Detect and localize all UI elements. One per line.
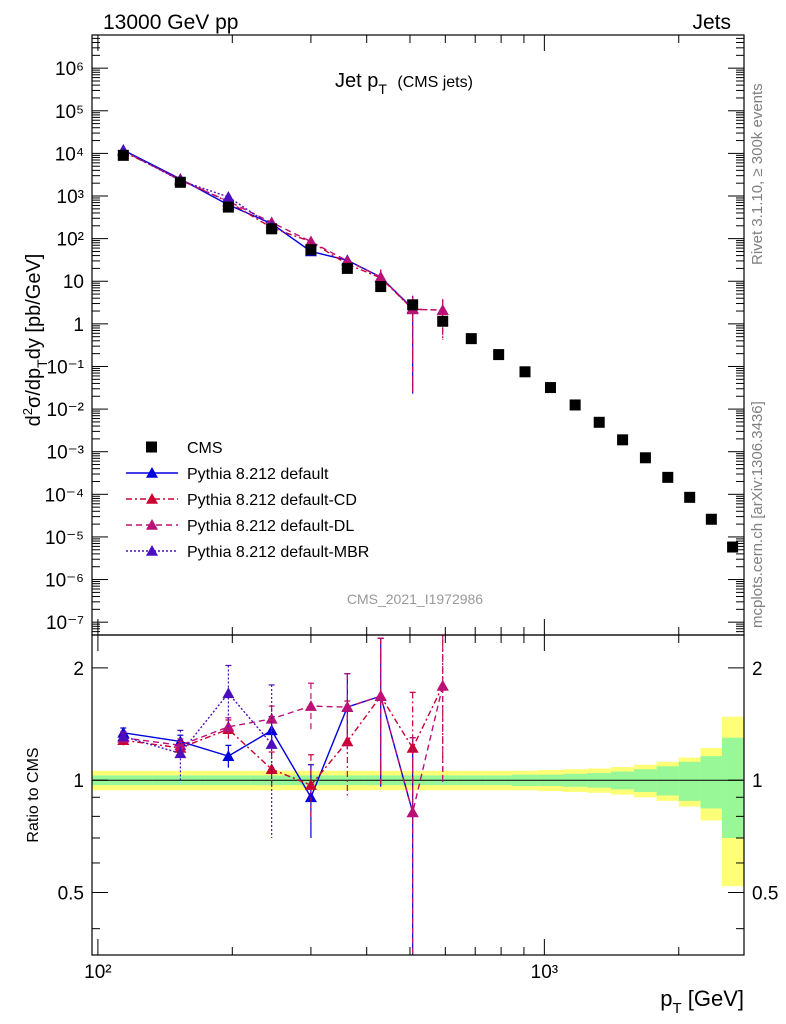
series-line-1 bbox=[123, 151, 443, 311]
ratio-axis-label: Ratio to CMS bbox=[25, 747, 42, 842]
series-ratio-point bbox=[304, 700, 317, 711]
cms-data-point bbox=[465, 333, 477, 345]
legend-label-2: Pythia 8.212 default-DL bbox=[187, 518, 354, 535]
series-ratio-line-1 bbox=[123, 685, 444, 786]
y-tick-label: 10⁶ bbox=[55, 59, 84, 80]
series-ratio-line-0 bbox=[123, 695, 414, 813]
cms-data-point bbox=[174, 176, 186, 188]
legend-label-cms: CMS bbox=[187, 440, 223, 457]
legend-label-1: Pythia 8.212 default-CD bbox=[187, 492, 357, 509]
legend-label-3: Pythia 8.212 default-MBR bbox=[187, 544, 369, 561]
y-tick-label: 10⁻³ bbox=[47, 443, 85, 464]
y-axis-label: d2σ/dpTdy [pb/GeV] bbox=[20, 254, 50, 427]
stat-band-bin bbox=[656, 766, 680, 796]
series-ratio-point bbox=[222, 750, 235, 761]
legend-marker-1 bbox=[146, 493, 158, 504]
series-point bbox=[374, 271, 387, 282]
cms-data-point bbox=[684, 491, 696, 503]
y-tick-label: 10⁻⁶ bbox=[45, 571, 84, 592]
cms-data-point bbox=[593, 416, 605, 428]
series-line-3 bbox=[122, 149, 273, 227]
x-tick-label: 10² bbox=[84, 962, 111, 983]
series-point bbox=[304, 235, 317, 247]
header-left-text: 13000 GeV pp bbox=[103, 11, 238, 34]
cms-data-point bbox=[222, 201, 234, 213]
y-tick-label: 10³ bbox=[57, 187, 84, 208]
y-tick-label: 10⁵ bbox=[55, 102, 84, 123]
series-ratio-point bbox=[406, 806, 419, 818]
cms-data-point bbox=[266, 223, 278, 235]
series-ratio-point bbox=[436, 679, 449, 691]
chart-title-main: Jet p bbox=[335, 70, 378, 92]
cms-data-point bbox=[493, 349, 505, 361]
mcplots-reference-label: mcplots.cern.ch [arXiv:1306.3436] bbox=[749, 401, 766, 628]
cms-data-point bbox=[727, 541, 739, 553]
cms-data-point bbox=[705, 513, 717, 525]
y-tick-label: 10² bbox=[57, 230, 84, 251]
legend-label-0: Pythia 8.212 default bbox=[187, 466, 329, 483]
series-ratio-point bbox=[174, 747, 187, 759]
x-axis-label: pT [GeV] bbox=[660, 986, 744, 1017]
cms-data-point bbox=[375, 281, 387, 293]
cms-data-point bbox=[117, 149, 129, 161]
series-ratio-point bbox=[265, 763, 278, 775]
y-tick-label: 10⁴ bbox=[55, 144, 84, 165]
header-right-text: Jets bbox=[692, 11, 731, 34]
cms-data-point bbox=[341, 262, 353, 274]
cms-data-point bbox=[569, 399, 581, 411]
rivet-version-label: Rivet 3.1.10, ≥ 300k events bbox=[749, 83, 766, 265]
ratio-frame bbox=[91, 634, 745, 956]
y-tick-label: 10⁻⁷ bbox=[46, 613, 84, 634]
legend-marker-2 bbox=[146, 519, 158, 530]
cms-data-point bbox=[305, 244, 317, 256]
series-point bbox=[436, 304, 449, 315]
chart-title-sub: T bbox=[378, 81, 387, 97]
cms-data-point bbox=[662, 471, 674, 483]
analysis-watermark: CMS_2021_I1972986 bbox=[347, 591, 483, 607]
cms-data-point bbox=[617, 434, 629, 446]
series-ratio-point bbox=[222, 687, 235, 699]
series-ratio-point bbox=[174, 739, 187, 751]
cms-data-point bbox=[437, 315, 449, 327]
ratio-tick-label-right: 0.5 bbox=[752, 884, 778, 905]
y-tick-label: 1 bbox=[73, 315, 84, 336]
legend-marker-cms bbox=[146, 441, 157, 453]
series-ratio-point bbox=[341, 735, 354, 747]
ratio-tick-label-left: 1 bbox=[73, 771, 84, 792]
legend-marker-3 bbox=[146, 545, 158, 556]
series-point bbox=[222, 190, 235, 202]
ratio-tick-label-left: 2 bbox=[73, 659, 84, 680]
y-tick-label: 10⁻¹ bbox=[47, 357, 85, 378]
series-ratio-point bbox=[341, 701, 354, 712]
series-ratio-point bbox=[304, 791, 317, 803]
legend: CMS Pythia 8.212 default Pythia 8.212 defa… bbox=[126, 440, 369, 561]
ratio-tick-label-right: 1 bbox=[752, 771, 763, 792]
series-line-2 bbox=[122, 150, 443, 311]
cms-data-point bbox=[544, 382, 556, 394]
series-ratio-point bbox=[406, 741, 419, 753]
cms-data-point bbox=[519, 366, 531, 378]
y-tick-label: 10⁻⁴ bbox=[45, 485, 84, 506]
y-tick-label: 10⁻⁵ bbox=[45, 528, 84, 549]
stat-band-bin bbox=[678, 761, 702, 801]
series-ratio-point bbox=[265, 738, 278, 749]
stat-band-bin bbox=[722, 737, 744, 838]
series-ratio-point bbox=[374, 690, 387, 701]
series-ratio-line-3 bbox=[123, 692, 273, 755]
chart-title-qualifier: (CMS jets) bbox=[393, 74, 473, 91]
ratio-tick-label-left: 0.5 bbox=[58, 884, 84, 905]
series-ratio-point bbox=[304, 779, 317, 790]
cms-data-point bbox=[407, 299, 419, 311]
chart-title: Jet pT (CMS jets) bbox=[335, 70, 473, 97]
legend-marker-0 bbox=[146, 467, 158, 478]
series-ratio-point bbox=[117, 730, 130, 742]
x-tick-label: 10³ bbox=[531, 962, 558, 983]
y-tick-label: 10⁻² bbox=[47, 400, 85, 421]
ratio-tick-label-right: 2 bbox=[752, 659, 763, 680]
stat-band-bin bbox=[700, 756, 723, 809]
y-tick-label: 10 bbox=[63, 272, 84, 293]
cms-data-point bbox=[639, 452, 651, 464]
